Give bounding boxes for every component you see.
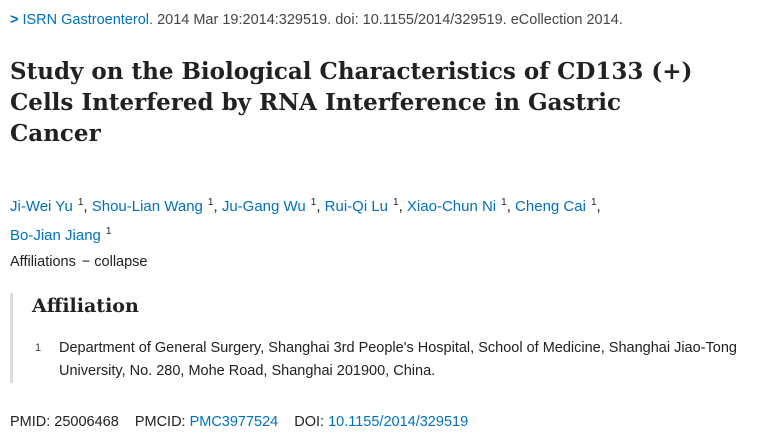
affiliation-heading: Affiliation: [32, 295, 139, 317]
author-link[interactable]: Rui-Qi Lu: [324, 198, 389, 215]
author-link[interactable]: Cheng Cai: [515, 198, 586, 215]
affiliation-marker[interactable]: 1: [77, 197, 84, 208]
affiliation-marker[interactable]: 1: [393, 197, 399, 208]
identifiers-line: PMID: 25006468 PMCID: PMC3977524 DOI: 10.11…: [10, 414, 468, 430]
affiliation-panel: Affiliation 1 Department of General Surg…: [10, 293, 757, 383]
pmcid-label: PMCID:: [134, 414, 186, 430]
citation-line: > ISRN Gastroenterol. 2014 Mar 19:2014:32…: [10, 12, 623, 28]
author-link[interactable]: Ji-Wei Yu: [10, 198, 73, 215]
affiliation-text: Department of General Surgery, Shanghai …: [59, 340, 737, 379]
affiliation-marker[interactable]: 1: [310, 197, 317, 208]
affiliation-marker[interactable]: 1: [501, 197, 507, 208]
journal-link[interactable]: ISRN Gastroenterol.: [22, 12, 154, 28]
citation-details: 2014 Mar 19:2014:329519. doi: 10.1155/20…: [157, 12, 623, 28]
affiliations-toggle[interactable]: Affiliations − collapse: [10, 254, 148, 270]
pmcid-link[interactable]: PMC3977524: [189, 414, 279, 430]
affiliations-label: Affiliations: [10, 254, 76, 270]
author-link[interactable]: Shou-Lian Wang: [91, 198, 203, 215]
affiliation-marker[interactable]: 1: [590, 197, 597, 208]
chevron-right-icon[interactable]: >: [10, 12, 19, 28]
article-title: Study on the Biological Characteristics …: [10, 58, 693, 147]
doi-label: DOI:: [294, 414, 325, 430]
affiliation-marker[interactable]: 1: [105, 226, 112, 237]
author-link[interactable]: Bo-Jian Jiang: [10, 227, 101, 244]
affiliation-number: 1: [35, 342, 42, 354]
author-link[interactable]: Xiao-Chun Ni: [406, 198, 497, 215]
doi-link[interactable]: 10.1155/2014/329519: [328, 414, 469, 430]
collapse-link[interactable]: collapse: [94, 254, 148, 270]
pmid-value: 25006468: [54, 414, 119, 430]
pmid-label: PMID:: [10, 414, 51, 430]
affiliation-item: 1 Department of General Surgery, Shangha…: [35, 337, 745, 383]
minus-icon: −: [81, 254, 91, 270]
authors-list: Ji-Wei Yu 1, Shou-Lian Wang 1, Ju-Gang Wu 1…: [10, 197, 601, 244]
affiliation-marker[interactable]: 1: [207, 197, 214, 208]
author-link[interactable]: Ju-Gang Wu: [221, 198, 306, 215]
